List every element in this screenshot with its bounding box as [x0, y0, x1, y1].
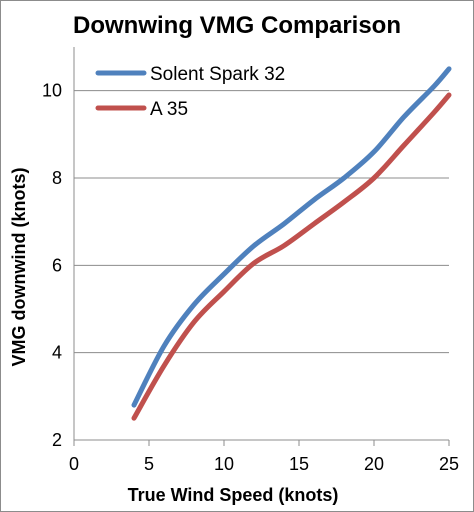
series-lines [131, 66, 452, 421]
x-tick-label: 5 [144, 454, 154, 474]
y-axis-title: VMG downwind (knots) [9, 168, 29, 367]
x-tick-label: 0 [69, 454, 79, 474]
chart-title: Downwing VMG Comparison [73, 12, 401, 39]
y-tick-label: 6 [52, 255, 62, 275]
x-tick-label: 20 [364, 454, 384, 474]
y-tick-label: 2 [52, 430, 62, 450]
legend-label: Solent Spark 32 [150, 64, 285, 85]
x-axis-title: True Wind Speed (knots) [128, 485, 339, 505]
series-line-0 [131, 66, 452, 408]
x-tick-label: 10 [214, 454, 234, 474]
legend-label: A 35 [150, 99, 188, 120]
legend: Solent Spark 32 A 35 [95, 64, 285, 120]
x-tick-label: 25 [439, 454, 459, 474]
x-tick-label: 15 [289, 454, 309, 474]
gridlines [74, 90, 449, 441]
y-tick-label: 4 [52, 343, 62, 363]
series-line-1 [131, 92, 452, 421]
y-tick-label: 10 [42, 81, 62, 101]
axes: 2 4 6 8 10 0 5 10 15 20 25 [42, 47, 459, 474]
y-tick-label: 8 [52, 168, 62, 188]
